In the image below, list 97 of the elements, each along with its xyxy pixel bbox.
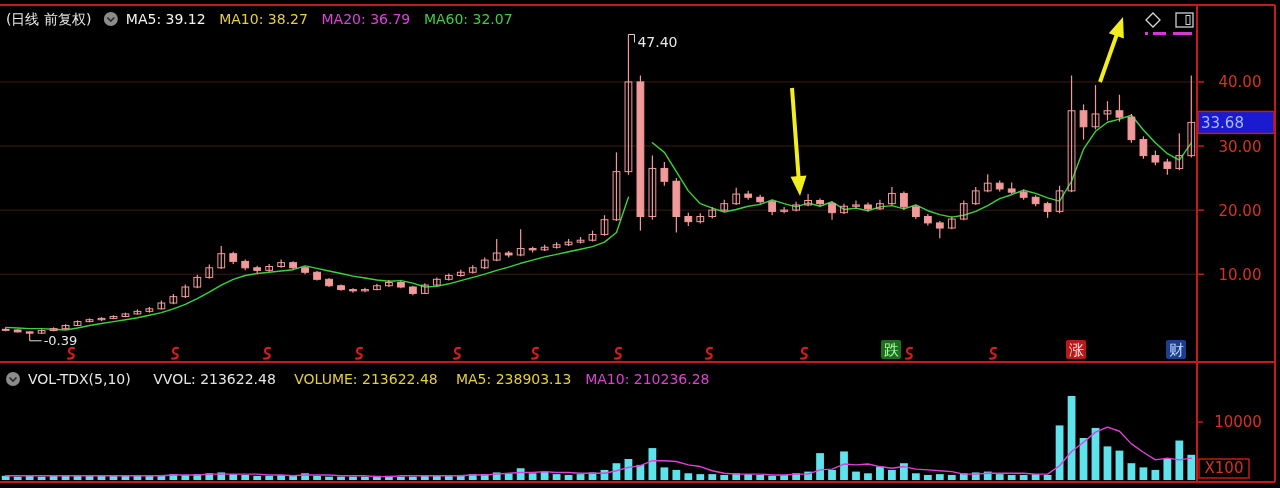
bar [337, 476, 345, 480]
bar [408, 476, 417, 480]
candlestick [516, 228, 525, 257]
candlestick [1139, 135, 1148, 160]
text: VVOL: 213622.48 [153, 371, 276, 387]
bar [397, 476, 405, 480]
chart-title: (日线 前复权) [6, 11, 92, 27]
candlestick [1079, 103, 1088, 141]
bar [995, 474, 1004, 480]
candlestick [624, 33, 633, 176]
candlestick [1115, 94, 1124, 123]
candlestick [1055, 185, 1064, 214]
bar [265, 475, 274, 480]
bar [840, 451, 848, 480]
bar [768, 475, 777, 480]
bar [1151, 469, 1160, 480]
bar [684, 473, 693, 480]
annotation: -0.39 [43, 332, 78, 348]
bar [708, 474, 717, 480]
bar [876, 466, 884, 480]
bar [13, 476, 22, 480]
bar [911, 473, 920, 480]
bar [1007, 474, 1016, 480]
bar [1139, 467, 1148, 480]
candlestick [1091, 84, 1100, 130]
y-tick-label: 20.00 [1218, 201, 1262, 220]
bar [1187, 454, 1196, 480]
bar [1019, 474, 1028, 480]
candlestick [1175, 132, 1184, 171]
candlestick [840, 203, 848, 215]
text: MA10: 210236.28 [585, 371, 710, 387]
bar [1103, 446, 1112, 480]
chart-title: VOL-TDX(5,10) [28, 371, 131, 387]
y-tick-label: 40.00 [1218, 73, 1262, 92]
annotation: MA20: 36.79 [321, 11, 411, 27]
candlestick [373, 283, 381, 291]
bar [864, 473, 872, 480]
candlestick [900, 190, 908, 211]
bar [828, 469, 836, 480]
bar [935, 474, 944, 480]
candlestick [804, 193, 812, 207]
annotation: MA5: 39.12 [125, 11, 206, 27]
bar [672, 469, 681, 480]
candlestick [1127, 113, 1136, 144]
y-tick-label: 30.00 [1218, 137, 1262, 156]
annotation: MA10: 38.27 [219, 11, 308, 27]
candlestick [385, 279, 393, 288]
text: VOLUME: 213622.48 [294, 371, 438, 387]
candlestick [876, 199, 884, 211]
candlestick [277, 258, 286, 269]
candlestick [648, 155, 657, 221]
candlestick [612, 151, 621, 222]
bar [923, 474, 932, 480]
bar [361, 476, 369, 480]
bar [660, 467, 669, 480]
bar [349, 476, 357, 480]
bar [816, 453, 824, 480]
bar [1163, 459, 1172, 480]
bar [1043, 474, 1052, 480]
candlestick [217, 245, 226, 270]
annotation: 47.40 [637, 34, 678, 51]
text: 10000 [1214, 413, 1262, 431]
candlestick [959, 199, 968, 221]
bar [1127, 463, 1136, 480]
bar [253, 475, 262, 480]
bar [696, 474, 705, 480]
candlestick [600, 214, 609, 237]
text: X100 [1204, 459, 1244, 477]
bar [900, 463, 908, 480]
bar [528, 473, 537, 480]
y-tick-label: 10.00 [1218, 265, 1262, 284]
bar [947, 474, 956, 480]
bar [564, 474, 573, 480]
bar [241, 474, 250, 480]
bar [325, 476, 333, 480]
bar [852, 471, 860, 480]
text: 33.68 [1201, 113, 1244, 132]
bar [648, 448, 657, 480]
bar [888, 469, 896, 480]
text: MA5: 238903.13 [455, 371, 572, 387]
text: MA60: 32.07 [423, 11, 513, 27]
bar [37, 476, 46, 480]
bar [576, 474, 585, 480]
bar [552, 474, 561, 480]
candlestick [1067, 74, 1076, 193]
bar [1175, 440, 1184, 480]
bar [289, 475, 297, 480]
bar [540, 471, 549, 480]
candlestick [492, 238, 501, 262]
bar [516, 468, 525, 480]
candlestick [888, 186, 896, 206]
candlestick [660, 161, 669, 187]
bar [313, 475, 321, 480]
candlestick [852, 199, 860, 210]
bar [756, 474, 765, 480]
bar [720, 474, 729, 480]
candlestick [1103, 100, 1112, 121]
